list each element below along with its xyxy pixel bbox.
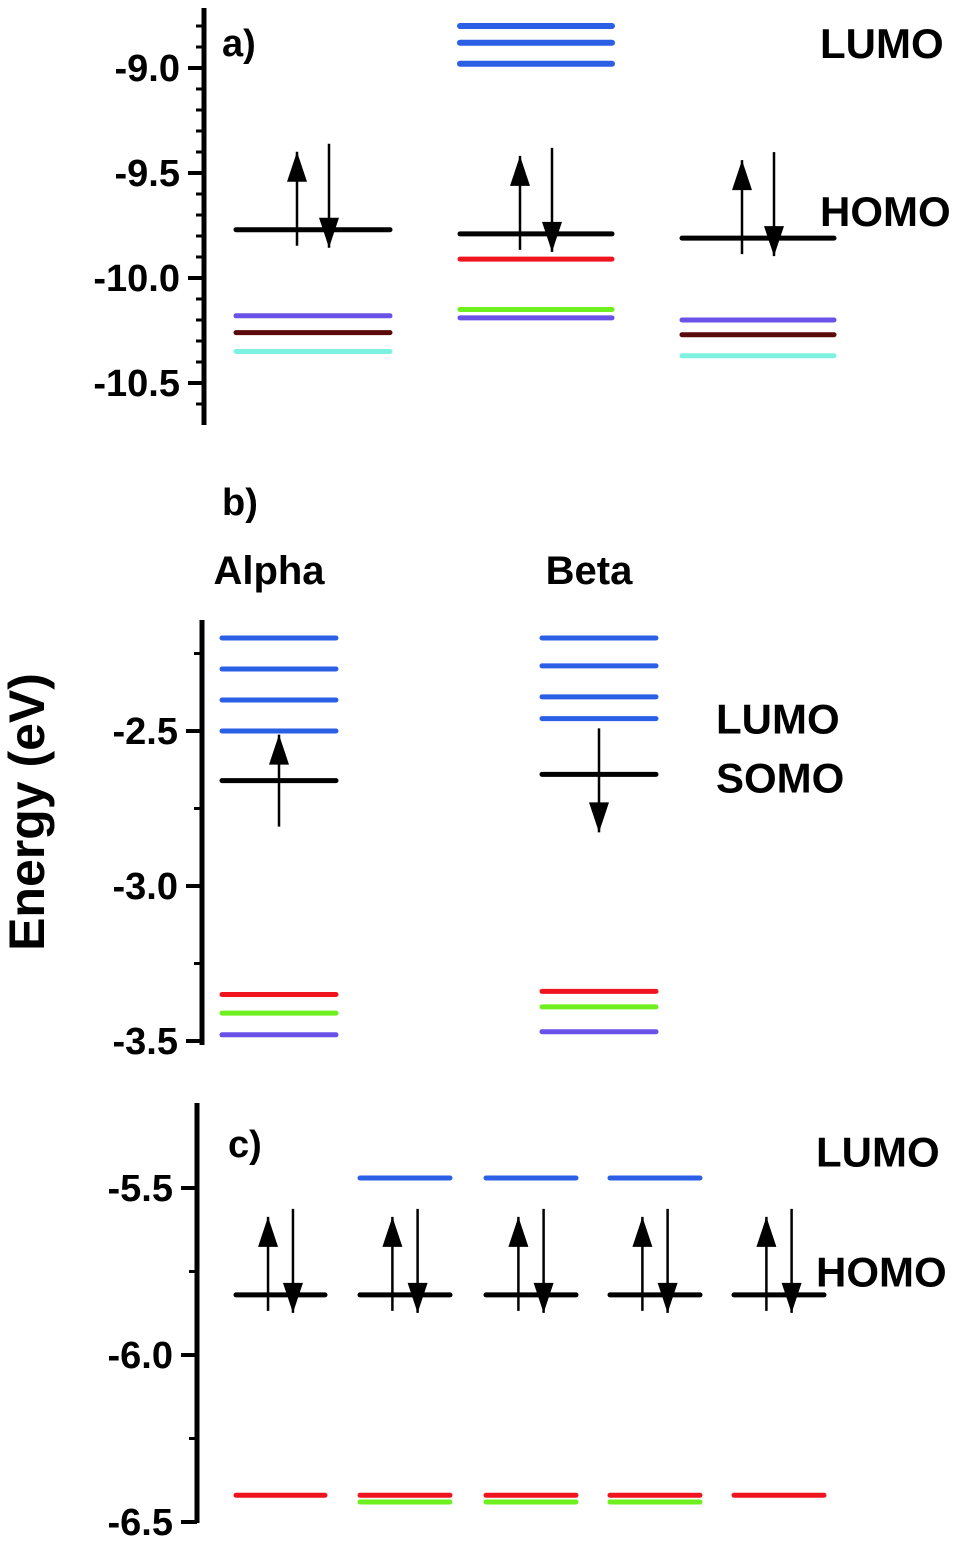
panel-label: b) — [222, 482, 258, 524]
electron-up-arrow-head — [732, 160, 752, 191]
side-label-lumo: LUMO — [716, 696, 840, 743]
electron-down-arrow-head — [407, 1282, 428, 1313]
panel-label: c) — [228, 1124, 262, 1166]
side-label-lumo: LUMO — [816, 1128, 940, 1175]
panels: -9.0 -9.5 -10.0 -10.5 a) LUMO HOMO -2.5 -3.0 -3.5… — [93, 8, 951, 1544]
y-tick-label: -5.5 — [108, 1168, 173, 1210]
electron-up-arrow-head — [508, 1216, 529, 1247]
electron-up-arrow-head — [258, 1216, 279, 1247]
y-tick-label: -10.5 — [93, 363, 180, 405]
side-label-homo: HOMO — [820, 188, 951, 235]
y-tick-label: -9.0 — [115, 48, 180, 90]
y-tick-label: -10.0 — [93, 258, 180, 300]
electron-down-arrow-head — [542, 221, 562, 252]
y-tick-label: -3.0 — [113, 866, 178, 908]
electron-up-arrow-head — [756, 1216, 777, 1247]
electron-down-arrow-head — [764, 226, 784, 257]
panel-1: -2.5 -3.0 -3.5 b) Alpha Beta LUMO SOMO — [113, 482, 845, 1063]
electron-up-arrow-head — [287, 151, 307, 182]
y-tick-label: -3.5 — [113, 1021, 178, 1063]
column-label: Alpha — [213, 549, 325, 593]
electron-down-arrow-head — [533, 1282, 554, 1313]
electron-down-arrow-head — [282, 1282, 303, 1313]
y-tick-label: -2.5 — [113, 711, 178, 753]
electron-up-arrow-head — [510, 155, 530, 186]
side-label-somo: SOMO — [716, 755, 844, 802]
panel-2: -5.5 -6.0 -6.5 c) LUMO HOMO — [108, 1103, 947, 1544]
y-tick-label: -9.5 — [115, 153, 180, 195]
panel-0: -9.0 -9.5 -10.0 -10.5 a) LUMO HOMO — [93, 8, 951, 425]
electron-down-arrow-head — [589, 802, 609, 833]
y-axis-title: Energy (eV) — [0, 673, 55, 951]
column-label: Beta — [546, 549, 633, 593]
side-label-homo: HOMO — [816, 1249, 947, 1296]
side-label-lumo: LUMO — [820, 20, 944, 67]
electron-up-arrow-head — [382, 1216, 403, 1247]
electron-down-arrow-head — [319, 217, 339, 248]
electron-down-arrow-head — [781, 1282, 802, 1313]
electron-down-arrow-head — [657, 1282, 678, 1313]
panel-label: a) — [222, 23, 256, 65]
electron-up-arrow-head — [632, 1216, 653, 1247]
electron-up-arrow-head — [269, 734, 289, 765]
y-tick-label: -6.0 — [108, 1335, 173, 1377]
y-tick-label: -6.5 — [108, 1502, 173, 1544]
